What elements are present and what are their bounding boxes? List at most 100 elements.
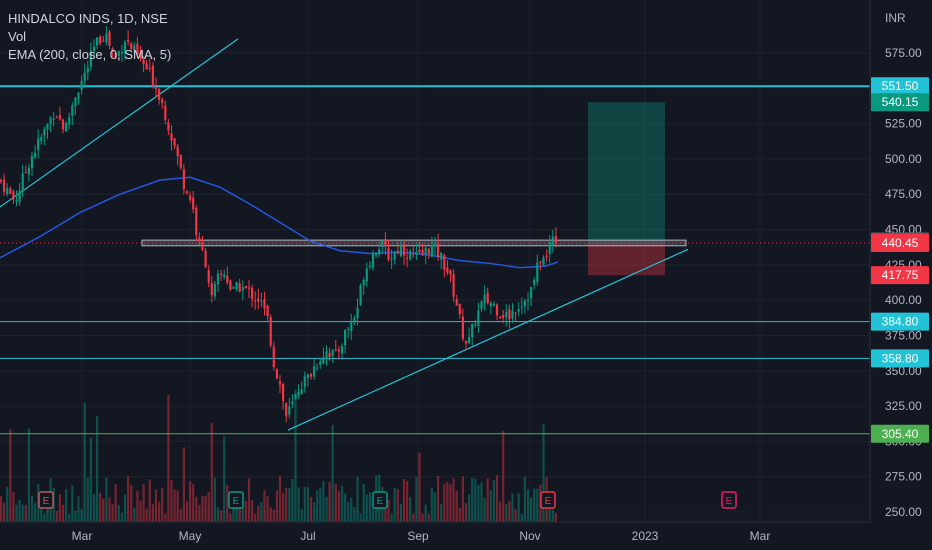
earnings-badge	[721, 491, 737, 509]
volume-bar	[9, 429, 12, 522]
volume-bar	[520, 513, 523, 522]
candle-body	[291, 401, 294, 405]
earnings-letter: E	[726, 496, 733, 507]
volume-bar	[272, 509, 275, 522]
candle-body	[418, 249, 421, 253]
candle-body	[55, 117, 58, 119]
candle-body	[9, 188, 12, 194]
candle-body	[334, 349, 337, 351]
candle-body	[471, 323, 474, 338]
price-tick-label: 575.00	[885, 46, 922, 60]
volume-bar	[216, 507, 220, 522]
candle-body	[505, 312, 508, 317]
volume-bar	[254, 513, 257, 522]
volume-bar	[433, 492, 437, 522]
volume-bar	[158, 501, 161, 522]
candle-body	[46, 124, 49, 130]
candle-body	[489, 302, 492, 307]
volume-bar	[523, 476, 526, 522]
candle-body	[415, 251, 418, 255]
price-tag-bg	[871, 349, 929, 368]
candle-body	[127, 39, 130, 42]
volume-legend[interactable]: Vol	[8, 29, 27, 44]
volume-bar	[511, 493, 514, 522]
candle-body	[148, 67, 151, 69]
candle-body	[520, 306, 523, 308]
symbol-title[interactable]: HINDALCO INDS, 1D, NSE	[8, 11, 168, 26]
volume-bar	[77, 496, 80, 522]
candle-body	[114, 53, 117, 59]
volume-bar	[393, 487, 396, 522]
ema-legend[interactable]: EMA (200, close, 0, SMA, 5)	[8, 47, 172, 62]
trend-lines[interactable]	[0, 38, 689, 431]
volume-bar	[182, 447, 185, 522]
candle-body	[142, 59, 145, 65]
candle-body	[6, 188, 9, 195]
horizontal-levels[interactable]	[0, 85, 870, 435]
candle-body	[27, 167, 30, 175]
price-tick-label: 325.00	[885, 399, 922, 413]
volume-bar	[533, 488, 536, 522]
candle-body	[526, 300, 530, 302]
volume-bar	[313, 502, 316, 522]
candle-body	[176, 146, 179, 157]
price-tag-label: 305.40	[882, 427, 919, 441]
volume-bar	[61, 504, 65, 522]
candle-body	[285, 403, 288, 416]
candle-body	[139, 52, 142, 58]
volume-bar	[427, 513, 430, 522]
candle-body	[238, 283, 241, 292]
time-tick-label: Mar	[750, 529, 771, 543]
volume-bar	[80, 509, 83, 522]
candle-body	[337, 349, 340, 352]
volume-bar	[114, 484, 117, 522]
candle-body	[539, 261, 542, 263]
candle-body	[15, 200, 18, 202]
volume-bar	[278, 475, 282, 522]
candle-body	[201, 243, 204, 251]
volume-bar	[145, 508, 148, 522]
time-axis[interactable]: Mar May Jul Sep Nov 2023 Mar	[0, 521, 870, 543]
volume-bar	[406, 481, 409, 522]
candle-body	[195, 207, 198, 236]
candle-body	[52, 118, 55, 120]
candle-body	[154, 87, 158, 89]
volume-bar	[390, 513, 393, 522]
price-tag-bg	[871, 266, 929, 285]
candle-body	[461, 316, 464, 339]
volume-bar	[263, 490, 266, 522]
candle-body	[0, 179, 3, 182]
candle-body	[247, 287, 251, 289]
volume-bar	[167, 394, 170, 522]
volume-bar	[179, 509, 182, 522]
price-tags: 551.50384.80358.80305.40540.15441.55440.…	[871, 77, 929, 443]
candle-body	[235, 281, 238, 290]
volume-bar	[37, 484, 40, 522]
volume-bar	[331, 424, 334, 522]
time-tick-label: May	[179, 529, 202, 543]
earnings-badge	[228, 491, 244, 509]
volume-bar	[58, 494, 61, 522]
volume-bar	[353, 507, 356, 522]
long-position-tool[interactable]	[588, 102, 665, 276]
volume-bar	[502, 430, 505, 522]
volume-bar	[402, 478, 406, 522]
chart-grid	[0, 0, 870, 522]
volume-bar	[213, 477, 216, 522]
volume-bar	[316, 490, 319, 522]
candle-body	[421, 249, 424, 256]
candle-body	[92, 46, 96, 52]
candle-body	[375, 254, 378, 256]
candle-body	[173, 138, 176, 146]
price-tag-bg	[871, 93, 929, 112]
volume-bar	[251, 500, 254, 522]
volume-bars	[0, 389, 557, 522]
candle-body	[455, 299, 458, 306]
volume-bar	[334, 483, 337, 522]
volume-bar	[483, 497, 486, 522]
volume-bar	[340, 485, 344, 522]
volume-bar	[365, 494, 368, 522]
volume-bar	[83, 402, 86, 522]
